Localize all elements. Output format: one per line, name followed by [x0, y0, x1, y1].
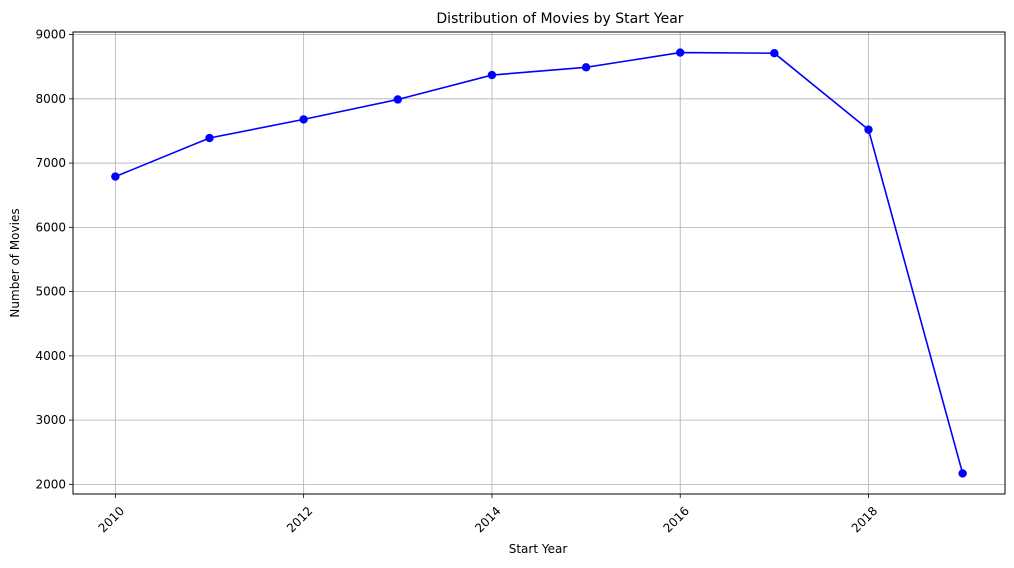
data-point [770, 49, 779, 58]
y-tick-label: 8000 [35, 92, 66, 106]
data-point [676, 48, 685, 57]
series-line [115, 51, 964, 474]
y-tick-label: 4000 [35, 349, 66, 363]
data-point [205, 133, 214, 143]
data-point [487, 70, 497, 80]
series-layer [111, 48, 967, 478]
y-tick-label: 6000 [35, 220, 66, 234]
y-axis-label: Number of Movies [8, 208, 22, 317]
data-point [393, 95, 402, 104]
y-tick-label: 2000 [35, 477, 66, 491]
data-point [299, 115, 308, 124]
y-tick-label: 7000 [35, 156, 66, 170]
plot-frame [72, 31, 1006, 495]
grid-lines [73, 32, 1005, 494]
data-point [864, 125, 873, 134]
x-axis-label: Start Year [509, 542, 568, 556]
y-tick-label: 3000 [35, 413, 66, 427]
data-point [958, 469, 967, 478]
data-point [111, 172, 120, 181]
y-tick-label: 5000 [35, 285, 66, 299]
chart-title: Distribution of Movies by Start Year [436, 11, 683, 27]
y-tick-label: 9000 [35, 28, 66, 42]
data-point [581, 63, 591, 72]
